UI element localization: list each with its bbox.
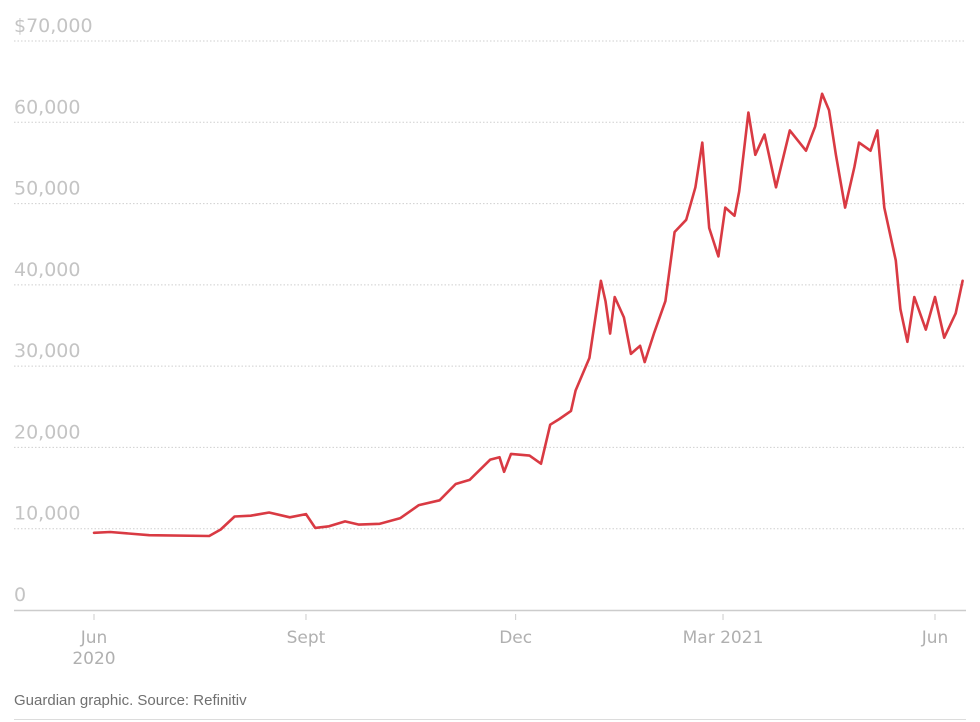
y-tick-label: $70,000 xyxy=(14,15,93,37)
y-tick-label: 20,000 xyxy=(14,421,80,443)
x-tick-label: Dec xyxy=(499,628,532,648)
y-tick-label: 50,000 xyxy=(14,178,80,200)
source-note: Guardian graphic. Source: Refinitiv xyxy=(14,692,247,709)
y-tick-label: 60,000 xyxy=(14,96,80,118)
x-tick-sublabel: 2020 xyxy=(72,649,115,669)
y-tick-label: 40,000 xyxy=(14,259,80,281)
y-tick-label: 30,000 xyxy=(14,340,80,362)
y-tick-label: 0 xyxy=(14,584,26,606)
y-tick-label: 10,000 xyxy=(14,503,80,525)
price-series-line xyxy=(92,92,964,538)
x-tick-label: Jun xyxy=(921,628,949,648)
x-tick-label: Mar 2021 xyxy=(683,628,764,648)
x-tick-label: Jun xyxy=(80,628,108,648)
bottom-divider xyxy=(14,719,966,720)
x-tick-label: Sept xyxy=(287,628,326,648)
